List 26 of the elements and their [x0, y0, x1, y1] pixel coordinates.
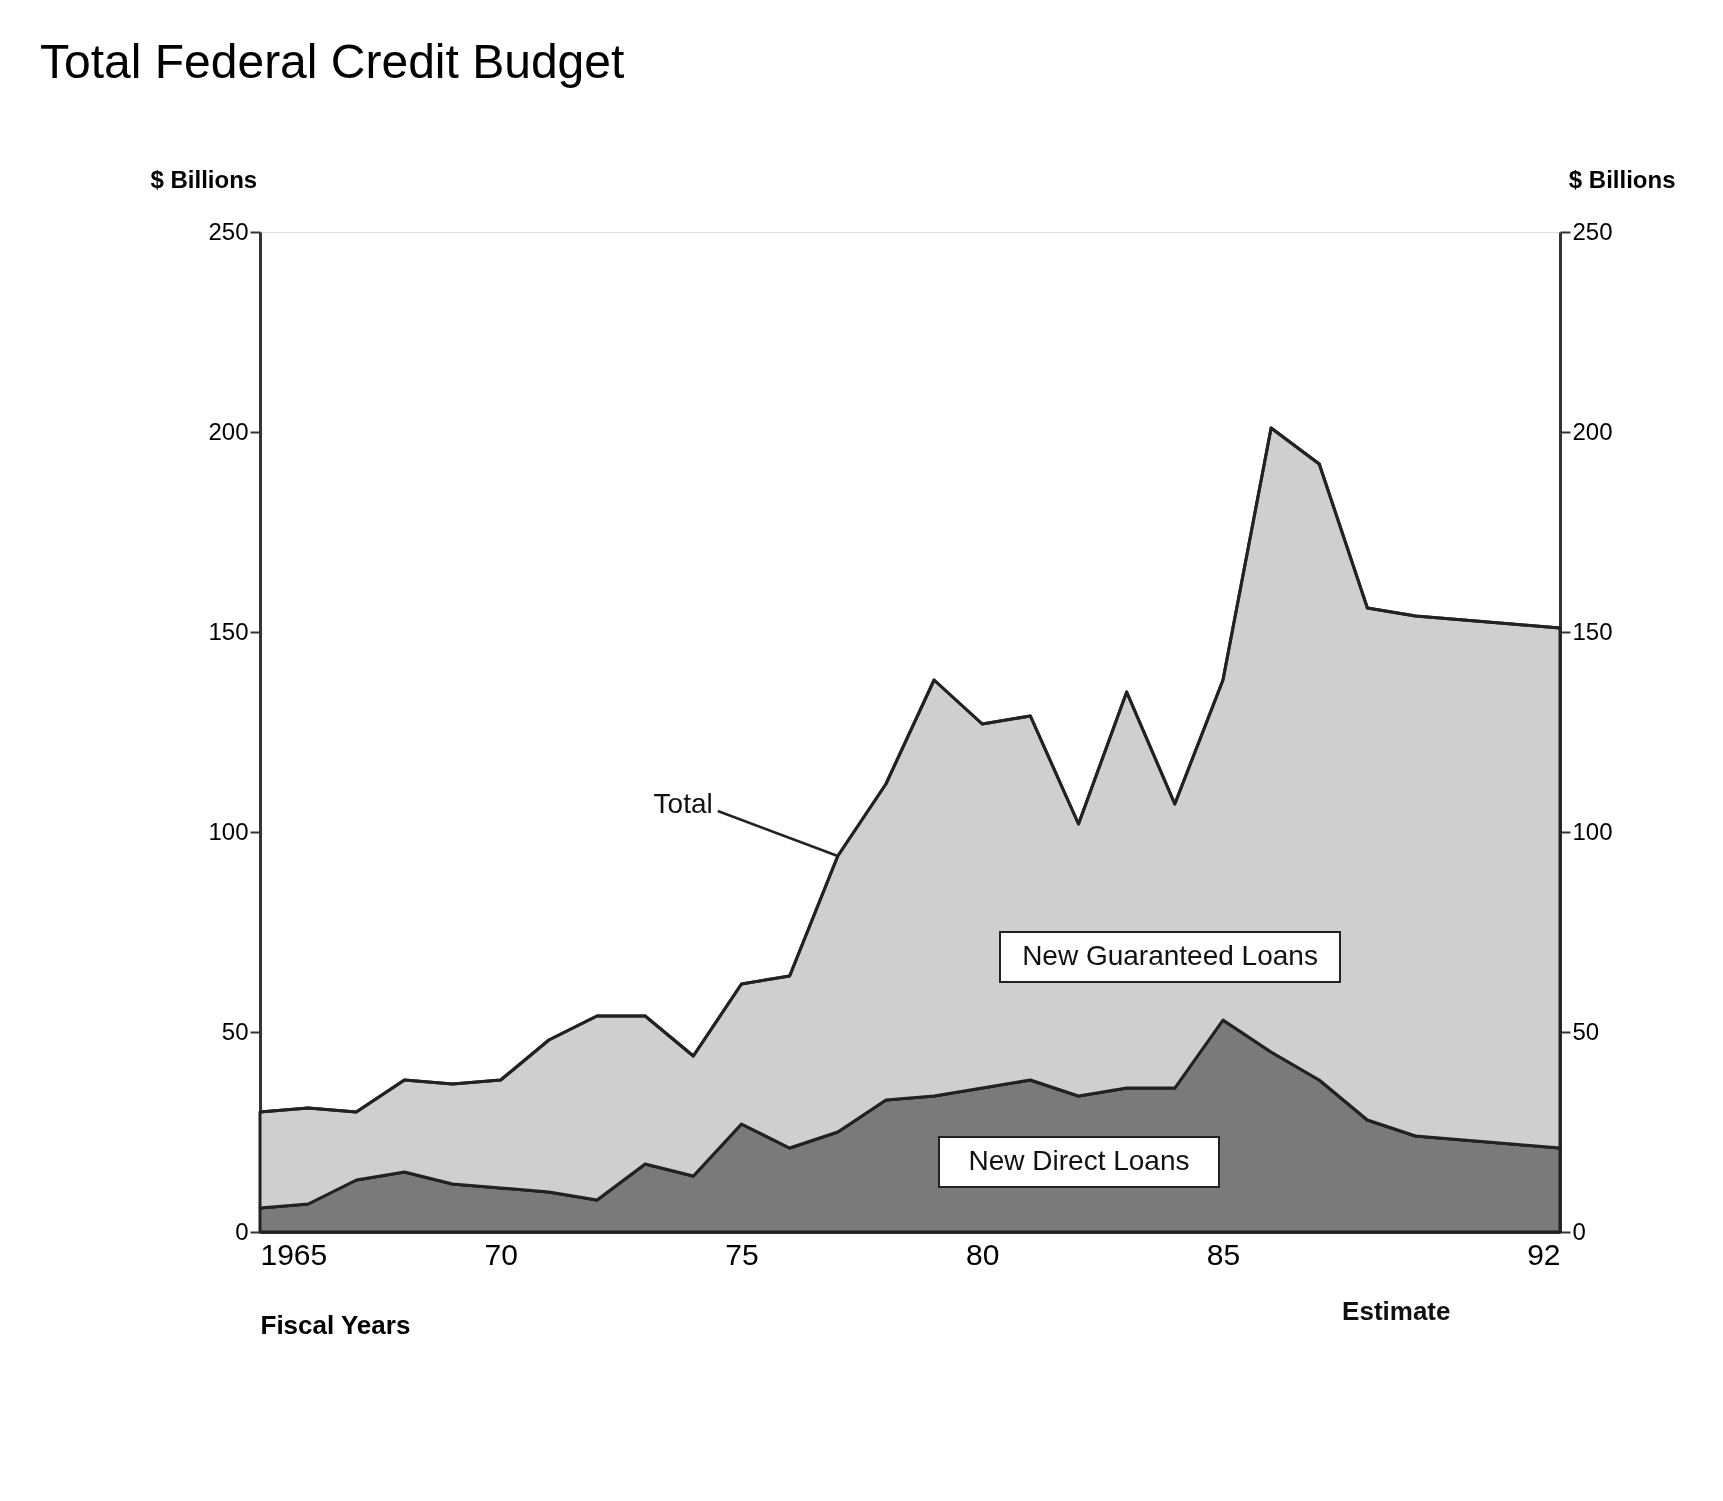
- y-tick-label: 50: [221, 1017, 249, 1045]
- series-label: New Direct Loans: [968, 1145, 1190, 1176]
- annotation: Total: [653, 788, 713, 819]
- y-axis-title: $ Billions: [150, 165, 258, 193]
- y-tick-label: 100: [208, 817, 249, 845]
- y-tick-label: 0: [235, 1217, 249, 1245]
- y-tick-label: 200: [208, 417, 249, 445]
- y-tick-label: 250: [208, 217, 249, 245]
- text: Estimate: [1342, 1296, 1451, 1326]
- y2-tick-label: 0: [1572, 1217, 1586, 1245]
- x-tick-label: 80: [966, 1237, 1000, 1271]
- x-tick-label: 85: [1206, 1237, 1241, 1271]
- y2-tick-label: 150: [1572, 617, 1613, 645]
- chart-title: Total Federal Credit Budget: [40, 35, 625, 88]
- y2-tick-label: 250: [1572, 217, 1613, 245]
- y-tick-label: 150: [208, 617, 249, 645]
- series-label: New Guaranteed Loans: [1022, 940, 1318, 971]
- x-tick-label: 70: [484, 1237, 518, 1271]
- x-tick-label: 1965: [260, 1237, 328, 1271]
- y2-axis-title: $ Billions: [1568, 165, 1676, 193]
- y2-tick-label: 50: [1572, 1017, 1600, 1045]
- y2-tick-label: 200: [1572, 417, 1613, 445]
- y2-tick-label: 100: [1572, 817, 1613, 845]
- x-tick-label: 92: [1527, 1237, 1561, 1271]
- x-axis-title: Fiscal Years: [260, 1309, 411, 1340]
- x-tick-label: 75: [725, 1237, 759, 1271]
